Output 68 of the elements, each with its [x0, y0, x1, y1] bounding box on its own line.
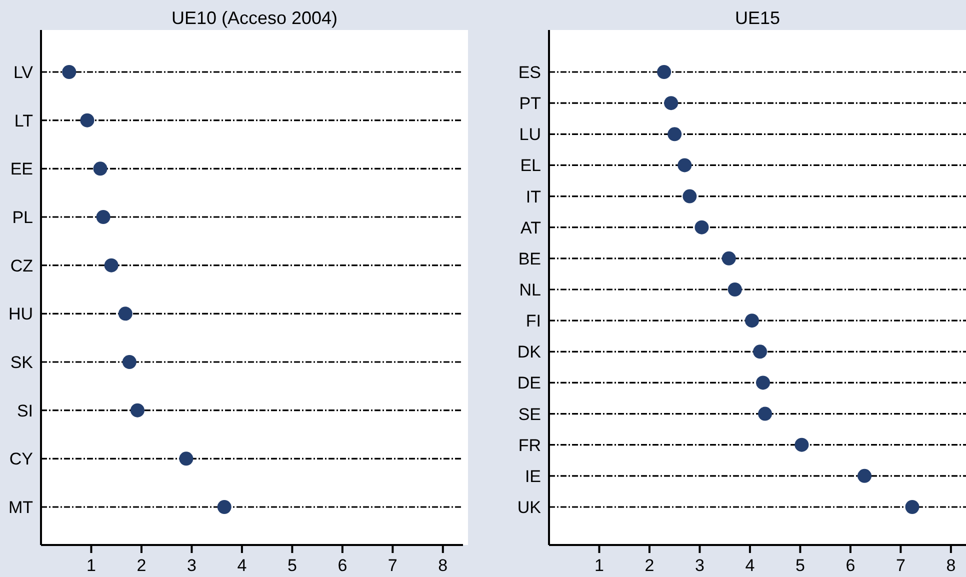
- x-tick-label: 2: [644, 556, 654, 575]
- point: [130, 403, 144, 418]
- point: [728, 282, 742, 296]
- point: [664, 96, 678, 110]
- y-tick-label: DE: [517, 374, 541, 393]
- point: [62, 65, 76, 79]
- x-tick-label: 6: [338, 556, 348, 575]
- x-tick-label: 1: [86, 556, 96, 575]
- y-tick-label: PL: [12, 208, 33, 227]
- chart-title: UE10 (Acceso 2004): [171, 8, 338, 28]
- y-tick-label: SK: [10, 353, 34, 372]
- y-tick-label: HU: [8, 304, 33, 324]
- point: [858, 468, 872, 483]
- x-tick-label: 6: [846, 556, 856, 575]
- point: [122, 355, 136, 369]
- point: [118, 306, 132, 321]
- y-tick-label: MT: [8, 498, 33, 517]
- point: [744, 314, 759, 328]
- point: [93, 162, 108, 176]
- point: [179, 452, 194, 466]
- point: [668, 127, 682, 142]
- y-tick-label: IT: [526, 187, 541, 206]
- y-tick-label: EL: [520, 156, 541, 176]
- x-tick-label: 3: [694, 556, 704, 575]
- x-tick-label: 5: [287, 556, 297, 575]
- x-tick-label: 4: [237, 556, 247, 575]
- point: [758, 406, 772, 421]
- y-tick-label: SE: [518, 404, 541, 424]
- x-tick-label: 8: [946, 556, 956, 575]
- point: [96, 210, 110, 224]
- y-tick-label: FI: [526, 312, 541, 331]
- x-tick-label: 8: [438, 556, 448, 575]
- x-tick-label: 7: [388, 556, 398, 575]
- y-tick-label: ES: [518, 63, 541, 82]
- x-tick-label: 2: [136, 556, 146, 575]
- point: [104, 258, 118, 272]
- point: [217, 500, 232, 514]
- y-tick-label: DK: [517, 342, 542, 362]
- point: [694, 220, 709, 234]
- y-tick-label: LT: [14, 111, 33, 130]
- y-tick-label: IE: [524, 466, 541, 486]
- y-tick-label: LV: [13, 63, 34, 82]
- y-tick-label: CY: [9, 450, 33, 469]
- x-tick-label: 1: [594, 556, 604, 575]
- point: [753, 344, 768, 359]
- y-tick-label: BE: [518, 249, 541, 268]
- y-tick-label: NL: [519, 280, 541, 300]
- x-tick-label: 5: [795, 556, 805, 575]
- point: [80, 113, 94, 128]
- chart-title: UE15: [734, 8, 780, 28]
- y-tick-label: CZ: [10, 256, 33, 276]
- x-tick-label: 4: [745, 556, 755, 575]
- point: [756, 376, 770, 390]
- point: [722, 251, 736, 266]
- point: [682, 189, 697, 204]
- point: [678, 158, 692, 172]
- y-tick-label: FR: [518, 436, 541, 455]
- y-tick-label: UK: [517, 498, 542, 517]
- x-tick-label: 7: [896, 556, 906, 575]
- y-tick-label: AT: [520, 218, 541, 238]
- y-tick-label: SI: [16, 401, 33, 420]
- point: [794, 438, 809, 452]
- y-tick-label: PT: [519, 94, 541, 114]
- x-tick-label: 3: [186, 556, 196, 575]
- y-tick-label: EE: [10, 160, 33, 179]
- point: [657, 65, 672, 79]
- point: [905, 500, 920, 514]
- y-tick-label: LU: [519, 125, 541, 144]
